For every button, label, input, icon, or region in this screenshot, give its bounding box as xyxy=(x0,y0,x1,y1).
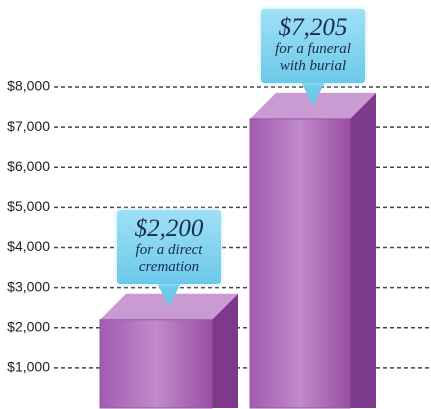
bar-side xyxy=(212,293,238,408)
y-tick-label: $3,000 xyxy=(7,278,50,294)
y-tick-label: $5,000 xyxy=(7,198,50,214)
bar-side xyxy=(350,92,376,408)
category-label: for a funeral with burial xyxy=(275,40,351,74)
y-tick-label: $7,000 xyxy=(7,118,50,134)
y-tick-label: $8,000 xyxy=(7,78,50,94)
callout: $7,205 for a funeral with burial xyxy=(261,8,365,83)
category-label: for a direct cremation xyxy=(135,241,203,275)
bar xyxy=(249,118,351,409)
y-tick-label: $2,000 xyxy=(7,318,50,334)
y-tick-label: $1,000 xyxy=(7,359,50,375)
callout-pointer xyxy=(301,81,325,106)
callout: $2,200 for a direct cremation xyxy=(117,209,221,284)
callout-pointer xyxy=(157,282,181,307)
y-tick-label: $4,000 xyxy=(7,238,50,254)
value-label: $2,200 xyxy=(134,214,204,242)
y-tick-label: $6,000 xyxy=(7,158,50,174)
value-label: $7,205 xyxy=(278,13,348,41)
bar xyxy=(99,319,213,409)
